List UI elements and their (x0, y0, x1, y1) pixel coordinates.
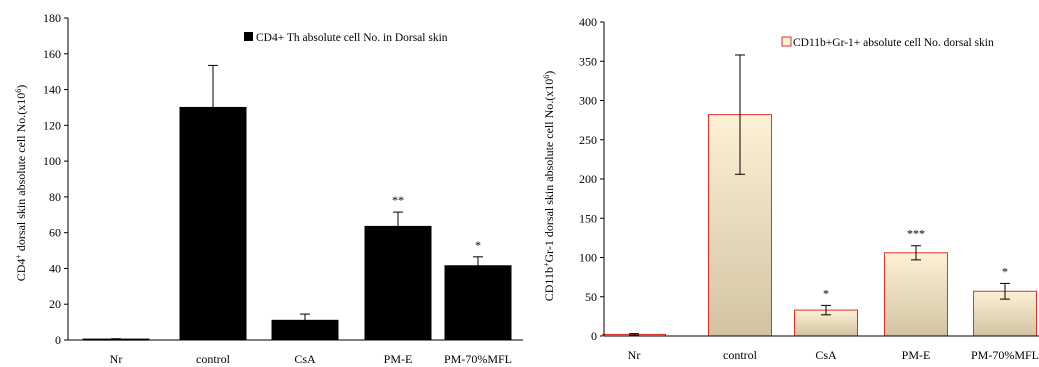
chart-cd4-ylabel-exp: 6 (14, 89, 23, 93)
chart-cd11b-x-tick-label: PM-70%MFL (971, 348, 1039, 362)
chart-cd11b-y-tick-label: 200 (579, 172, 597, 186)
chart-cd4-ylabel-sup: + (14, 254, 23, 259)
chart-cd4-bar (179, 106, 247, 341)
chart-cd4-legend-label: CD4+ Th absolute cell No. in Dorsal skin (256, 32, 448, 44)
chart-cd4-x-tick-label: control (196, 352, 231, 366)
chart-cd4-y-tick-label: 120 (43, 118, 61, 132)
chart-cd4-bars (82, 106, 512, 341)
chart-cd4-significance-marker: ** (392, 193, 404, 207)
chart-cd11b-ylabel-rest: Gr-1 dorsal skin absolute cell No.(x10 (542, 79, 556, 263)
chart-cd11b-y-tick-label: 100 (579, 251, 597, 265)
chart-cd11b-y-tick-label: 250 (579, 133, 597, 147)
chart-cd4-x-tick-label: CsA (294, 352, 316, 366)
chart-cd11b-legend-swatch (781, 36, 792, 47)
chart-cd4-significance: *** (392, 193, 481, 252)
chart-cd11b-y-tick-label: 350 (579, 54, 597, 68)
chart-cd4-y-tick-label: 60 (49, 226, 61, 240)
chart-cd4-ylabel-main: CD4 (14, 259, 28, 282)
chart-cd11b-y-axis-title: CD11b+Gr-1 dorsal skin absolute cell No.… (542, 71, 557, 301)
chart-cd4-x-tick-labels: Nr control CsA PM-E PM-70%MFL (110, 352, 512, 366)
chart-cd11b-bars (602, 114, 1037, 337)
chart-cd11b-x-tick-label: PM-E (902, 348, 931, 362)
chart-cd4-x-tick-label: PM-70%MFL (444, 352, 512, 366)
chart-cd4-y-axis-title: CD4+ dorsal skin absolute cell No.(x106) (14, 85, 29, 282)
chart-cd11b-significance-marker: * (823, 286, 829, 300)
chart-cd11b-legend-label: CD11b+Gr-1+ absolute cell No. dorsal ski… (793, 37, 994, 49)
chart-cd4-y-tick-label: 80 (49, 190, 61, 204)
chart-cd4-bar (364, 225, 432, 341)
chart-cd11b-ticks: 0 50 100 150 200 250 300 350 400 (579, 15, 604, 343)
chart-cd11b-ylabel-exp: 6 (542, 75, 551, 79)
chart-cd11b-ylabel-sup: + (542, 262, 551, 267)
chart-cd4-y-tick-label: 180 (43, 11, 61, 25)
chart-cd4-ylabel-rest: dorsal skin absolute cell No.(x10 (14, 93, 28, 254)
chart-cd4-ticks: 0 20 40 60 80 100 120 140 160 180 (43, 11, 68, 347)
chart-cd4-error-bars (111, 64, 483, 340)
chart-cd4-legend: CD4+ Th absolute cell No. in Dorsal skin (244, 32, 448, 44)
chart-cd11b-x-tick-label: Nr (628, 348, 641, 362)
chart-cd11b-significance-marker: * (1002, 264, 1008, 278)
chart-cd4-x-tick-label: PM-E (384, 352, 413, 366)
chart-cd11b-error-bars (629, 54, 1010, 336)
chart-cd4-y-tick-label: 100 (43, 154, 61, 168)
chart-cd11b-significance: ***** (823, 227, 1008, 301)
chart-cd11b-bar (884, 252, 948, 337)
chart-cd11b-y-tick-label: 50 (585, 290, 597, 304)
chart-cd11b-legend: CD11b+Gr-1+ absolute cell No. dorsal ski… (781, 36, 994, 49)
chart-cd4-y-tick-label: 140 (43, 83, 61, 97)
chart-cd11b-significance-marker: *** (907, 227, 925, 241)
chart-cd11b-ylabel-end: ) (542, 71, 556, 75)
chart-cd11b-y-tick-label: 0 (591, 329, 597, 343)
chart-cd11b-x-tick-label: control (723, 348, 758, 362)
chart-cd4-significance-marker: * (475, 238, 481, 252)
chart-cd11b-y-tick-label: 400 (579, 15, 597, 29)
chart-cd11b-y-tick-label: 150 (579, 211, 597, 225)
chart-cd4-ylabel-end: ) (14, 85, 28, 89)
chart-cd11b-ylabel-main: CD11b (542, 267, 556, 301)
chart-cd4-bar (271, 319, 339, 341)
chart-cd4-y-tick-label: 40 (49, 261, 61, 275)
chart-cd11b-y-tick-label: 300 (579, 94, 597, 108)
chart-cd4-y-tick-label: 160 (43, 47, 61, 61)
chart-cd4-legend-swatch (244, 32, 253, 41)
chart-cd4-x-tick-label: Nr (110, 352, 123, 366)
chart-cd4-y-tick-label: 20 (49, 297, 61, 311)
chart-cd11b-x-tick-label: CsA (815, 348, 837, 362)
chart-cd11b-x-tick-labels: Nr control CsA PM-E PM-70%MFL (628, 348, 1039, 362)
chart-cd4-y-tick-label: 0 (55, 333, 61, 347)
chart-cd4-bar (444, 265, 512, 341)
